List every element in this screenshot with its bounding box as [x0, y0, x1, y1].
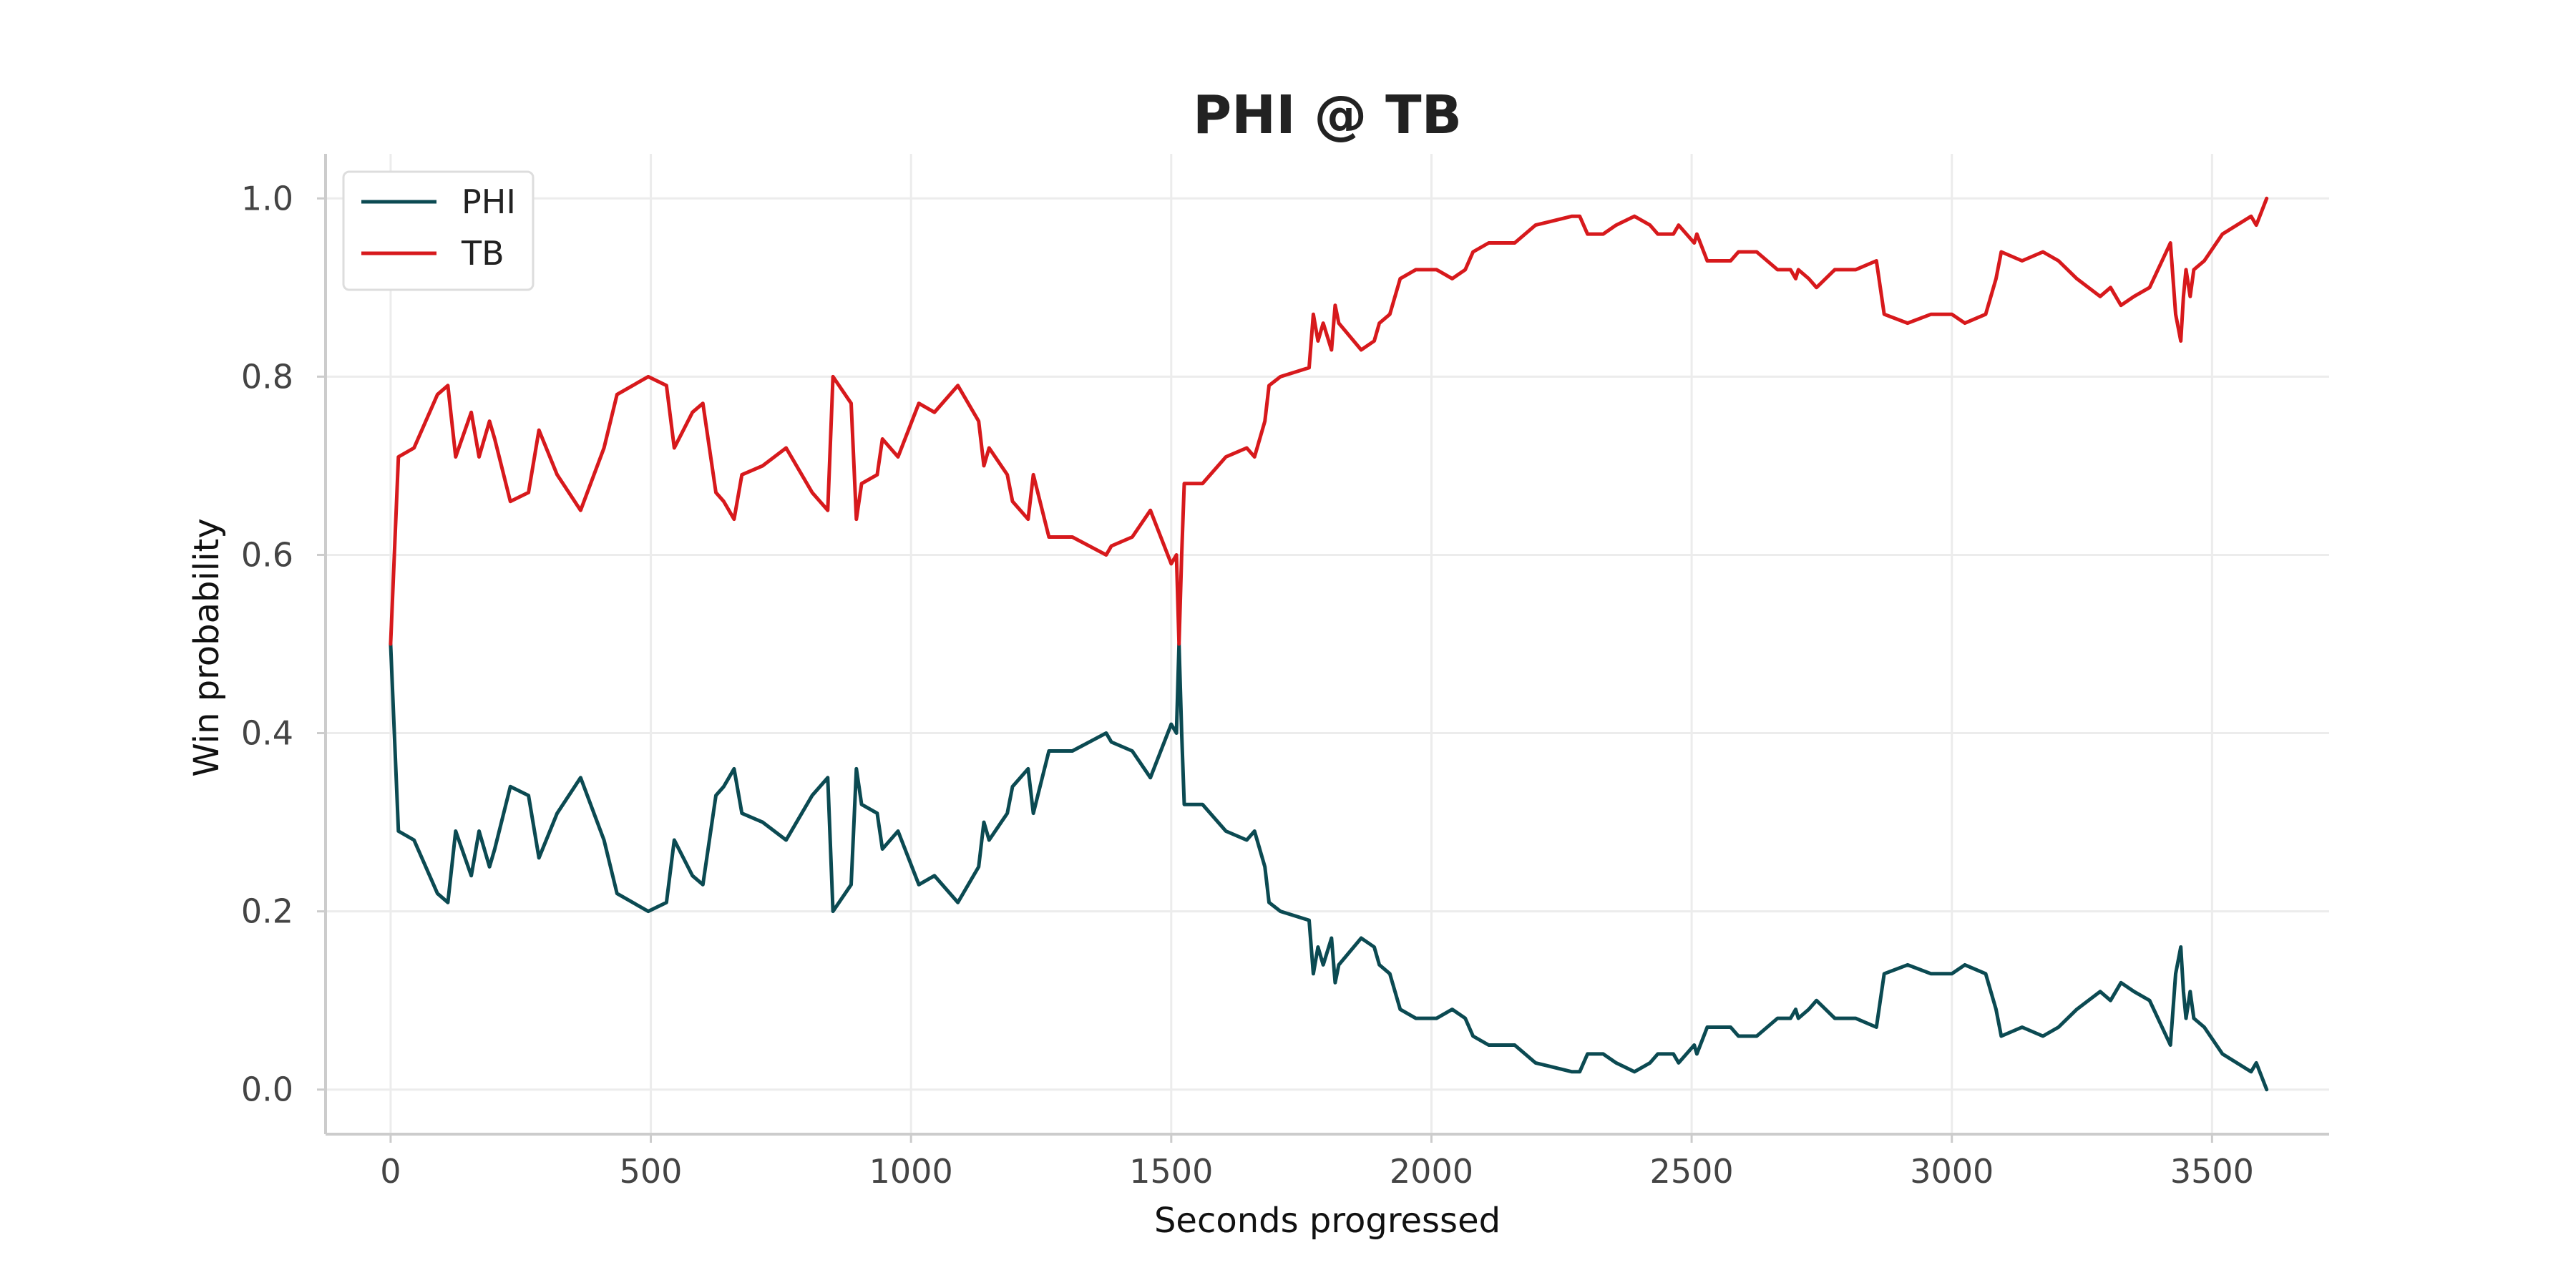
x-tick-label: 3000 — [1910, 1152, 1994, 1191]
y-tick-label: 0.6 — [241, 535, 293, 574]
y-tick-label: 1.0 — [241, 179, 293, 218]
legend: PHI TB — [342, 170, 535, 291]
y-tick-label: 0.0 — [241, 1070, 293, 1109]
x-tick-label: 500 — [620, 1152, 683, 1191]
x-tick-label: 1000 — [869, 1152, 953, 1191]
x-axis-label: Seconds progressed — [1154, 1201, 1501, 1241]
x-tick-label: 2500 — [1650, 1152, 1734, 1191]
legend-label-tb: TB — [461, 234, 504, 273]
y-tick-label: 0.2 — [241, 892, 293, 931]
chart-title: PHI @ TB — [1193, 84, 1462, 146]
y-tick-label: 0.4 — [241, 714, 293, 753]
x-tick-label: 3500 — [2170, 1152, 2254, 1191]
y-axis-label: Win probability — [187, 518, 227, 777]
axes: 0 500 1000 1500 2000 2500 3000 3500 0.0 0.2 0.4 0.6… — [241, 154, 2329, 1191]
y-tick-label: 0.8 — [241, 357, 293, 396]
series-line-phi — [389, 642, 2269, 1092]
series-lines — [389, 196, 2269, 1092]
gridlines — [326, 154, 2329, 1134]
x-tick-label: 1500 — [1129, 1152, 1213, 1191]
x-tick-label: 2000 — [1390, 1152, 1473, 1191]
legend-label-phi: PHI — [462, 182, 516, 221]
series-line-tb — [389, 196, 2269, 646]
x-tick-label: 0 — [380, 1152, 401, 1191]
